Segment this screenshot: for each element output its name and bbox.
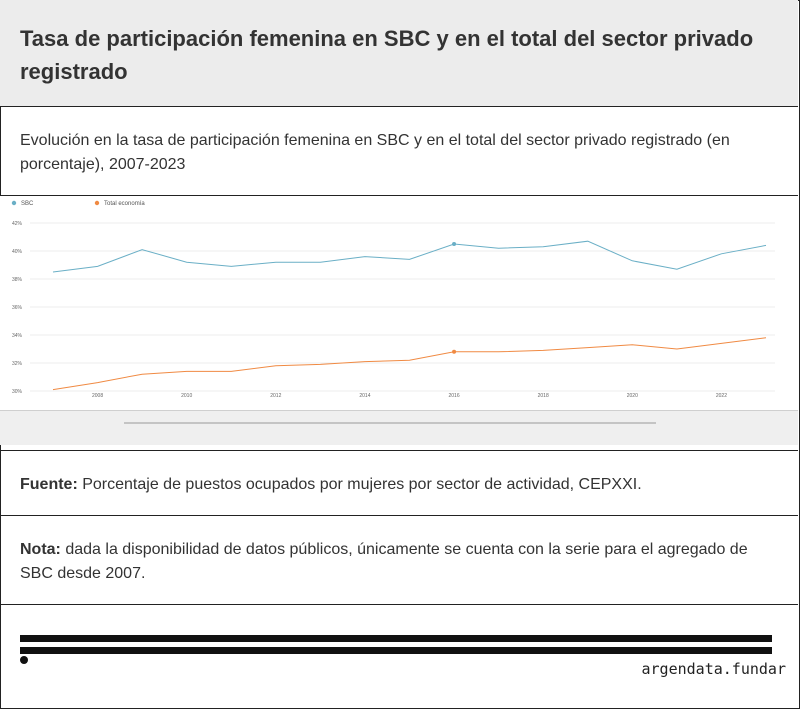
- page-title: Tasa de participación femenina en SBC y …: [20, 26, 754, 84]
- footer-rule-top: [20, 635, 772, 642]
- note-label: Nota:: [20, 541, 61, 558]
- chart-scroll-area[interactable]: [0, 410, 798, 445]
- series-line-sbc: [52, 240, 767, 273]
- subtitle-section: Evolución en la tasa de participación fe…: [0, 107, 798, 196]
- x-tick-label: 2010: [181, 393, 192, 399]
- legend-label: Total economía: [104, 201, 145, 207]
- source-label: Fuente:: [20, 476, 78, 493]
- y-tick-label: 40%: [12, 249, 23, 255]
- line-chart[interactable]: 30% 32% 34% 36% 38% 40% 42% 2008 2010 2012 2014 201…: [0, 196, 798, 410]
- source-body: Porcentaje de puestos ocupados por mujer…: [82, 476, 642, 493]
- footer-rule-bottom: [20, 647, 772, 654]
- note-body: dada la disponibilidad de datos públicos…: [20, 541, 748, 582]
- data-point-highlight: [452, 242, 457, 246]
- footer: argendata.fundar: [0, 604, 798, 709]
- header: Tasa de participación femenina en SBC y …: [0, 0, 798, 107]
- x-tick-label: 2022: [716, 393, 727, 399]
- y-tick-label: 42%: [12, 221, 23, 227]
- y-tick-label: 36%: [12, 305, 23, 311]
- x-tick-label: 2014: [359, 393, 370, 399]
- y-tick-label: 38%: [12, 277, 23, 283]
- data-point-highlight: [452, 349, 457, 354]
- chart-scrollbar[interactable]: [124, 422, 656, 424]
- y-tick-label: 32%: [12, 361, 23, 367]
- chart-container[interactable]: 30% 32% 34% 36% 38% 40% 42% 2008 2010 2012 2014 201…: [0, 196, 798, 410]
- note-text: Nota: dada la disponibilidad de datos pú…: [20, 538, 770, 586]
- series-line-total: [52, 337, 767, 391]
- legend-marker-total: [94, 200, 100, 206]
- y-tick-label: 34%: [12, 333, 23, 339]
- brand-logo[interactable]: argendata.fundar: [641, 660, 787, 678]
- x-tick-label: 2012: [270, 393, 281, 399]
- x-tick-label: 2008: [92, 393, 103, 399]
- x-tick-label: 2020: [627, 393, 638, 399]
- legend-label: SBC: [21, 201, 34, 207]
- legend-marker-sbc: [11, 200, 17, 206]
- y-tick-label: 30%: [12, 389, 23, 395]
- chart-subtitle: Evolución en la tasa de participación fe…: [20, 132, 730, 173]
- source-text: Fuente: Porcentaje de puestos ocupados p…: [20, 473, 770, 497]
- footer-dot: [20, 656, 28, 664]
- source-section: Fuente: Porcentaje de puestos ocupados p…: [0, 450, 798, 515]
- note-section: Nota: dada la disponibilidad de datos pú…: [0, 515, 798, 604]
- x-tick-label: 2016: [449, 393, 460, 399]
- x-tick-label: 2018: [538, 393, 549, 399]
